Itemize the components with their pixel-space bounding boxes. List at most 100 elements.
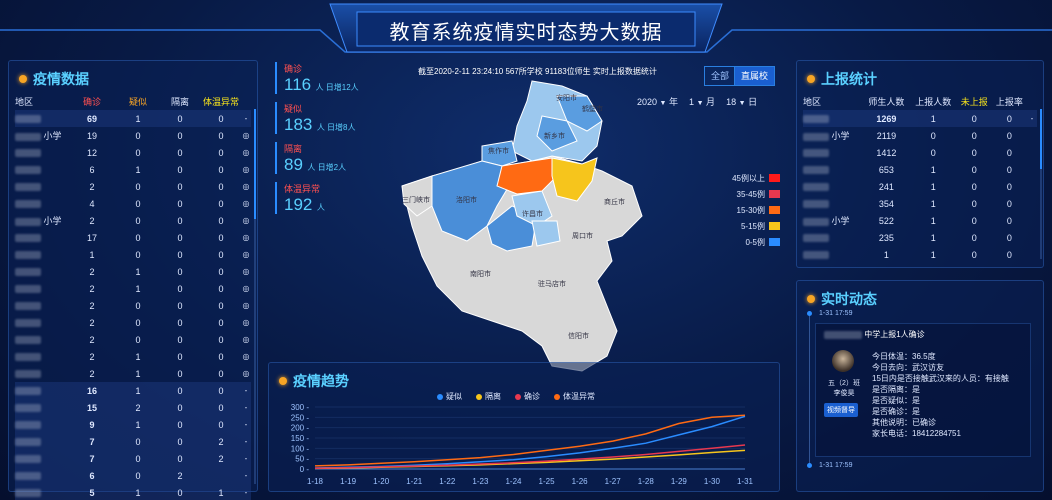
table-header[interactable]: 地区 (803, 97, 822, 107)
chevron-icon[interactable]: - (244, 386, 248, 395)
table-row[interactable]: 小学 522 1 0 0 (803, 212, 1037, 229)
chevron-icon[interactable] (1027, 212, 1037, 229)
detail-icon[interactable]: ◎ (242, 233, 250, 242)
map-region-hebi[interactable] (536, 115, 578, 152)
all-button[interactable]: 全部 (704, 66, 737, 86)
detail-icon[interactable]: ◎ (242, 284, 250, 293)
chevron-icon[interactable] (1027, 144, 1037, 161)
trend-legend-item[interactable]: 体温异常 (554, 391, 595, 402)
legend-item[interactable]: 5-15例 (718, 218, 780, 234)
scrollbar-thumb[interactable] (1040, 109, 1042, 169)
table-row[interactable]: 5 1 0 1 - (15, 484, 251, 500)
chevron-down-icon[interactable]: ▼ (696, 100, 704, 107)
legend-item[interactable]: 35-45例 (718, 186, 780, 202)
detail-icon[interactable]: ◎ (242, 165, 250, 174)
legend-item[interactable]: 0-5例 (718, 234, 780, 250)
table-header[interactable]: 隔离 (170, 97, 189, 107)
table-row[interactable]: 12 0 0 0 ◎ (15, 144, 251, 161)
table-row[interactable]: 小学 2119 0 0 0 (803, 127, 1037, 144)
map-region-luoyang[interactable] (431, 160, 513, 242)
detail-icon[interactable]: ◎ (242, 369, 250, 378)
table-row[interactable]: 241 1 0 0 (803, 178, 1037, 195)
table-row[interactable]: 小学 19 0 0 0 ◎ (15, 127, 251, 144)
table-header[interactable]: 未上报 (960, 97, 988, 107)
chevron-icon[interactable]: - (244, 114, 248, 123)
table-row[interactable]: 2 0 0 0 ◎ (15, 178, 251, 195)
table-row[interactable]: 1 1 0 0 (803, 246, 1037, 263)
direct-school-button[interactable]: 直属校 (734, 66, 776, 86)
chevron-icon[interactable]: - (1030, 114, 1034, 123)
chevron-icon[interactable]: - (244, 454, 248, 463)
table-row[interactable]: 4 0 0 0 ◎ (15, 195, 251, 212)
table-row[interactable]: 2 1 0 0 ◎ (15, 280, 251, 297)
table-header[interactable]: 师生人数 (868, 97, 905, 107)
map-region-jiaozuo[interactable] (481, 140, 518, 167)
detail-icon[interactable]: ◎ (242, 199, 250, 208)
month-select[interactable]: 1 (689, 97, 695, 107)
table-row[interactable]: 6 0 2 - (15, 467, 251, 484)
map-region-luohe[interactable] (531, 220, 561, 247)
table-row[interactable]: 2 0 0 0 ◎ (15, 297, 251, 314)
table-header[interactable]: 地区 (15, 97, 34, 107)
legend-item[interactable]: 45例以上 (718, 170, 780, 186)
table-row[interactable]: 2 0 0 0 ◎ (15, 314, 251, 331)
series-line-3[interactable] (314, 414, 746, 467)
chevron-icon[interactable] (1027, 229, 1037, 246)
chevron-icon[interactable] (1027, 161, 1037, 178)
series-line-2[interactable] (314, 444, 746, 469)
detail-icon[interactable]: ◎ (242, 335, 250, 344)
map-region-north-east[interactable] (556, 95, 603, 132)
chevron-down-icon[interactable]: ▼ (659, 100, 667, 107)
map-region-kaifeng[interactable] (551, 157, 598, 202)
detail-icon[interactable]: ◎ (242, 301, 250, 310)
table-row[interactable]: 16 1 0 0 - (15, 382, 251, 399)
map-region-sanmenxia[interactable] (401, 175, 433, 217)
table-row[interactable]: 653 1 0 0 (803, 161, 1037, 178)
table-header[interactable]: 上报率 (995, 97, 1023, 107)
video-supervise-button[interactable]: 视频督导 (824, 403, 858, 417)
table-row[interactable]: 69 1 0 0 - (15, 110, 251, 127)
chevron-down-icon[interactable]: ▼ (738, 100, 746, 107)
scrollbar-track[interactable] (1040, 109, 1042, 259)
scrollbar-thumb[interactable] (254, 109, 256, 219)
chevron-icon[interactable]: - (244, 403, 248, 412)
table-row[interactable]: 2 1 0 0 ◎ (15, 263, 251, 280)
chevron-icon[interactable]: - (244, 488, 248, 497)
detail-icon[interactable]: ◎ (242, 148, 250, 157)
detail-icon[interactable]: ◎ (242, 267, 250, 276)
live-report-card[interactable]: 中学上报1人确诊 五（2）班 李俊昊 视频督导 今日体温：36.5度 今日去向：武… (815, 323, 1031, 457)
table-header[interactable]: 疑似 (128, 97, 147, 107)
table-row[interactable]: 2 1 0 0 ◎ (15, 348, 251, 365)
chevron-icon[interactable]: - (244, 420, 248, 429)
table-row[interactable]: 2 0 0 0 ◎ (15, 331, 251, 348)
detail-icon[interactable]: ◎ (242, 318, 250, 327)
day-select[interactable]: 18 (726, 97, 737, 107)
trend-legend-item[interactable]: 疑似 (437, 391, 462, 402)
chevron-icon[interactable]: - (244, 471, 248, 480)
table-row[interactable]: 7 0 0 2 - (15, 450, 251, 467)
henan-map[interactable]: 安阳市 鹤壁市 新乡市 焦作市 三门峡市 洛阳市 许昌市 商丘市 周口市 南阳市… (392, 76, 672, 376)
trend-legend-item[interactable]: 确诊 (515, 391, 540, 402)
detail-icon[interactable]: ◎ (242, 182, 250, 191)
table-row[interactable]: 7 0 0 2 - (15, 433, 251, 450)
chevron-icon[interactable] (1027, 195, 1037, 212)
detail-icon[interactable]: ◎ (242, 250, 250, 259)
series-line-0[interactable] (314, 415, 746, 469)
chevron-icon[interactable]: - (244, 437, 248, 446)
table-header[interactable]: 确诊 (82, 97, 101, 107)
table-row[interactable]: 2 1 0 0 ◎ (15, 365, 251, 382)
table-row[interactable]: 1269 1 0 0 - (803, 110, 1037, 127)
table-row[interactable]: 354 1 0 0 (803, 195, 1037, 212)
year-select[interactable]: 2020 (637, 97, 658, 107)
table-row[interactable]: 17 0 0 0 ◎ (15, 229, 251, 246)
legend-item[interactable]: 15-30例 (718, 202, 780, 218)
table-row[interactable]: 9 1 0 0 - (15, 416, 251, 433)
scrollbar-track[interactable] (254, 109, 256, 484)
map-region-zhengzhou[interactable] (496, 157, 558, 195)
table-row[interactable]: 6 1 0 0 ◎ (15, 161, 251, 178)
table-row[interactable]: 小学 2 0 0 0 ◎ (15, 212, 251, 229)
table-row[interactable]: 15 2 0 0 - (15, 399, 251, 416)
chevron-icon[interactable] (1027, 178, 1037, 195)
table-header[interactable]: 上报人数 (915, 97, 952, 107)
table-header[interactable]: 体温异常 (202, 97, 239, 107)
